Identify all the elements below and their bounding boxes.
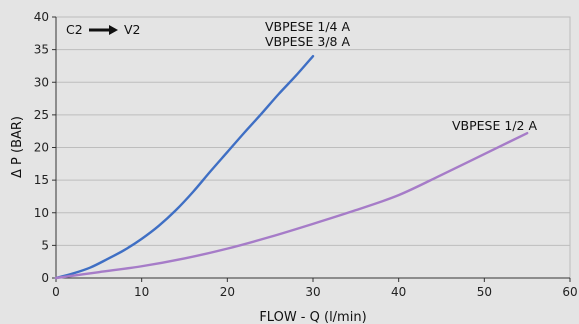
series-label-2: VBPESE 1/2 A (452, 118, 537, 133)
series-line-1 (54, 54, 315, 280)
x-tick-label: 20 (220, 285, 235, 299)
series-label-1: VBPESE 3/8 A (265, 34, 350, 49)
gridlines (56, 16, 570, 246)
y-tick-label: 5 (41, 238, 49, 252)
y-tick-label: 40 (34, 10, 49, 24)
series-line-2 (54, 131, 529, 280)
x-tick-label: 0 (52, 285, 60, 299)
flow-arrowhead-icon (109, 25, 118, 35)
x-tick-label: 50 (477, 285, 492, 299)
flow-direction-annotation: C2 V2 (66, 22, 141, 37)
series-lines (54, 54, 529, 280)
y-tick-label: 0 (41, 271, 49, 285)
x-tick-label: 10 (134, 285, 149, 299)
x-tick-label: 60 (562, 285, 577, 299)
y-tick-label: 35 (34, 43, 49, 57)
y-axis-title: Δ P (BAR) (10, 116, 25, 178)
series-label-1: VBPESE 1/4 A (265, 19, 350, 34)
flow-from-label: C2 (66, 22, 83, 37)
y-tick-label: 15 (34, 173, 49, 187)
y-tick-label: 20 (34, 141, 49, 155)
y-tick-label: 30 (34, 75, 49, 89)
tick-labels: 0 5 10 15 20 25 30 35 40 0 10 20 30 40 50 60 (34, 10, 578, 299)
y-tick-label: 25 (34, 108, 49, 122)
x-tick-label: 40 (391, 285, 406, 299)
y-tick-label: 10 (34, 206, 49, 220)
x-axis-title: FLOW - Q (l/min) (259, 310, 366, 324)
x-tick-label: 30 (305, 285, 320, 299)
flow-to-label: V2 (124, 22, 141, 37)
